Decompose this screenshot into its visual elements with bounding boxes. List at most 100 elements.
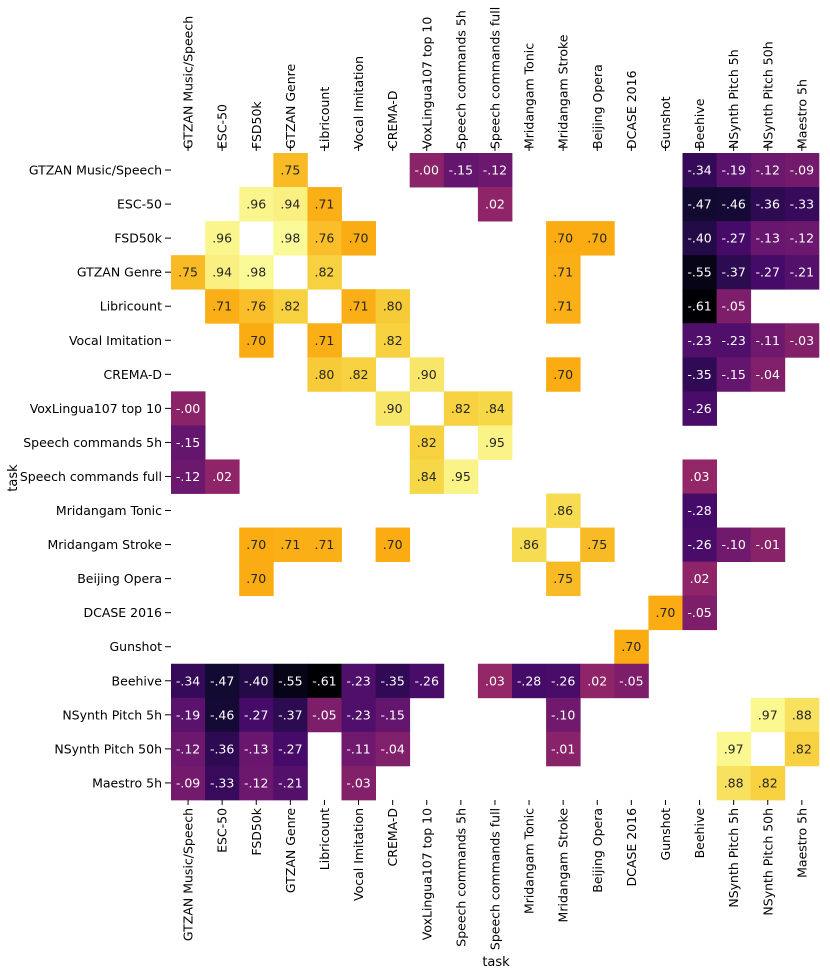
cell-value-label: .71 (315, 333, 335, 348)
cell-value-label: -.46 (721, 197, 745, 212)
x-bottom-tick-label: CREMA-D (385, 808, 400, 867)
heatmap-cell-speech-commands-full-x-beehive (682, 459, 717, 494)
cell-value-label: -.05 (619, 673, 643, 688)
y-tick-label: Beehive (112, 673, 163, 688)
cell-value-label: .70 (587, 231, 607, 246)
heatmap-cell-fsd50k-x-nsynth-pitch-50h (750, 221, 786, 256)
x-top-tick-label: GTZAN Genre (283, 64, 298, 149)
cell-value-label: .84 (485, 401, 505, 416)
heatmap-cell-gtzan-genre-x-beehive (682, 255, 717, 290)
heatmap-cell-speech-commands-5h-x-gtzan-music-speech (171, 425, 206, 460)
heatmap-cell-esc-50-x-maestro-5h (784, 187, 820, 222)
heatmap-cell-fsd50k-x-mridangam-stroke (546, 221, 581, 256)
y-tick-label: Speech commands full (20, 469, 162, 484)
cell-value-label: -.19 (176, 707, 200, 722)
heatmap-cell-nsynth-pitch-5h-x-libricount (307, 697, 342, 733)
heatmap-cell-fsd50k-x-maestro-5h (784, 221, 820, 256)
cell-value-label: .70 (349, 231, 369, 246)
x-bottom-tick-label: NSynth Pitch 50h (760, 808, 775, 916)
heatmap-cell-vocal-imitation-x-libricount (307, 323, 342, 358)
heatmap-cell-speech-commands-full-x-speech-commands-5h (443, 459, 479, 494)
heatmap-cell-libricount-x-beehive (682, 289, 717, 324)
heatmap-cell-beehive-x-gtzan-genre (273, 663, 308, 699)
heatmap-cell-beehive-x-speech-commands-full (477, 663, 513, 699)
cell-value-label: -.21 (278, 775, 302, 790)
cell-value-label: -.23 (346, 673, 370, 688)
y-axis-title: task (6, 464, 21, 492)
heatmap-cell-speech-commands-full-x-voxlingua107-top-10 (409, 459, 445, 494)
cell-value-label: -.34 (176, 673, 200, 688)
heatmap-cell-libricount-x-crema-d (375, 289, 411, 324)
heatmap-cell-nsynth-pitch-5h-x-nsynth-pitch-50h (750, 697, 786, 733)
heatmap-cell-nsynth-pitch-50h-x-nsynth-pitch-5h (716, 731, 752, 767)
heatmap-cell-beehive-x-gtzan-music-speech (171, 663, 206, 699)
cell-value-label: .82 (792, 741, 812, 756)
x-bottom-tick-label: Gunshot (658, 808, 673, 861)
cell-value-label: .70 (553, 367, 573, 382)
heatmap-cell-nsynth-pitch-50h-x-maestro-5h (784, 731, 820, 767)
y-tick-label: Gunshot (109, 639, 162, 654)
cell-value-label: -.01 (756, 537, 780, 552)
x-top-tick-label: Speech commands full (487, 7, 502, 149)
y-tick-label: Mridangam Stroke (48, 537, 163, 552)
x-bottom-tick-label: VoxLingua107 top 10 (419, 808, 434, 940)
heatmap-cell-esc-50-x-beehive (682, 187, 717, 222)
cell-value-label: .80 (315, 367, 335, 382)
cell-value-label: -.13 (756, 231, 780, 246)
heatmap-cell-nsynth-pitch-5h-x-maestro-5h (784, 697, 820, 733)
heatmap-cell-esc-50-x-nsynth-pitch-50h (750, 187, 786, 222)
heatmap-cell-gtzan-genre-x-maestro-5h (784, 255, 820, 290)
heatmap-cell-fsd50k-x-esc-50 (205, 221, 240, 256)
heatmap-cell-crema-d-x-beehive (682, 357, 717, 392)
cell-value-label: -.28 (517, 673, 541, 688)
cell-value-label: -.03 (346, 775, 370, 790)
heatmap-cell-libricount-x-nsynth-pitch-5h (716, 289, 752, 324)
heatmap-cell-mridangam-tonic-x-mridangam-stroke (546, 493, 581, 528)
heatmap-cell-beehive-x-crema-d (375, 663, 411, 699)
cell-value-label: -.23 (721, 333, 745, 348)
heatmap-cell-mridangam-tonic-x-beehive (682, 493, 717, 528)
heatmap-cell-mridangam-stroke-x-mridangam-tonic (512, 527, 547, 562)
cell-value-label: -.05 (687, 605, 711, 620)
cell-value-label: .03 (690, 469, 710, 484)
y-tick-label: CREMA-D (103, 367, 162, 382)
x-bottom-tick-label: DCASE 2016 (624, 808, 639, 887)
x-top-tick-label: VoxLingua107 top 10 (419, 17, 434, 149)
cell-value-label: -.05 (312, 707, 336, 722)
heatmap-cell-nsynth-pitch-5h-x-mridangam-stroke (546, 697, 581, 733)
heatmap-cell-nsynth-pitch-50h-x-fsd50k (239, 731, 274, 767)
x-bottom-tick-label: Beijing Opera (590, 808, 605, 893)
cell-value-label: .88 (792, 707, 812, 722)
heatmap-cell-voxlingua107-top-10-x-speech-commands-5h (443, 391, 479, 426)
y-tick-label: NSynth Pitch 50h (54, 741, 162, 756)
heatmap-cell-beehive-x-dcase-2016 (614, 663, 649, 699)
heatmap-cell-fsd50k-x-gtzan-genre (273, 221, 308, 256)
cell-value-label: .96 (212, 231, 232, 246)
cell-value-label: .94 (280, 197, 300, 212)
x-axis-title: task (482, 955, 510, 970)
cell-value-label: .75 (553, 571, 573, 586)
cell-value-label: .97 (758, 707, 778, 722)
cell-value-label: -.01 (551, 741, 575, 756)
cell-value-label: -.21 (790, 265, 814, 280)
heatmap-cell-gtzan-genre-x-fsd50k (239, 255, 274, 290)
x-bottom-tick-label: NSynth Pitch 5h (726, 808, 741, 908)
cell-value-label: .98 (246, 265, 266, 280)
heatmap-cell-gtzan-genre-x-libricount (307, 255, 342, 290)
y-tick-label: FSD50k (114, 231, 162, 246)
heatmap-cell-libricount-x-fsd50k (239, 289, 274, 324)
heatmap-cell-mridangam-stroke-x-beehive (682, 527, 717, 562)
x-top-tick-label: Libricount (317, 87, 332, 149)
cell-value-label: .75 (587, 537, 607, 552)
cell-value-label: .02 (690, 571, 710, 586)
y-tick-label: Libricount (100, 299, 162, 314)
heatmap-cell-crema-d-x-nsynth-pitch-5h (716, 357, 752, 392)
cell-value-label: -.15 (449, 163, 473, 178)
heatmap-cell-vocal-imitation-x-beehive (682, 323, 717, 358)
cell-value-label: -.11 (756, 333, 780, 348)
cell-value-label: -.13 (244, 741, 268, 756)
cell-value-label: -.26 (687, 537, 711, 552)
cell-value-label: .82 (451, 401, 471, 416)
heatmap-cell-maestro-5h-x-vocal-imitation (341, 765, 376, 801)
y-tick-label: Mridangam Tonic (56, 503, 162, 518)
